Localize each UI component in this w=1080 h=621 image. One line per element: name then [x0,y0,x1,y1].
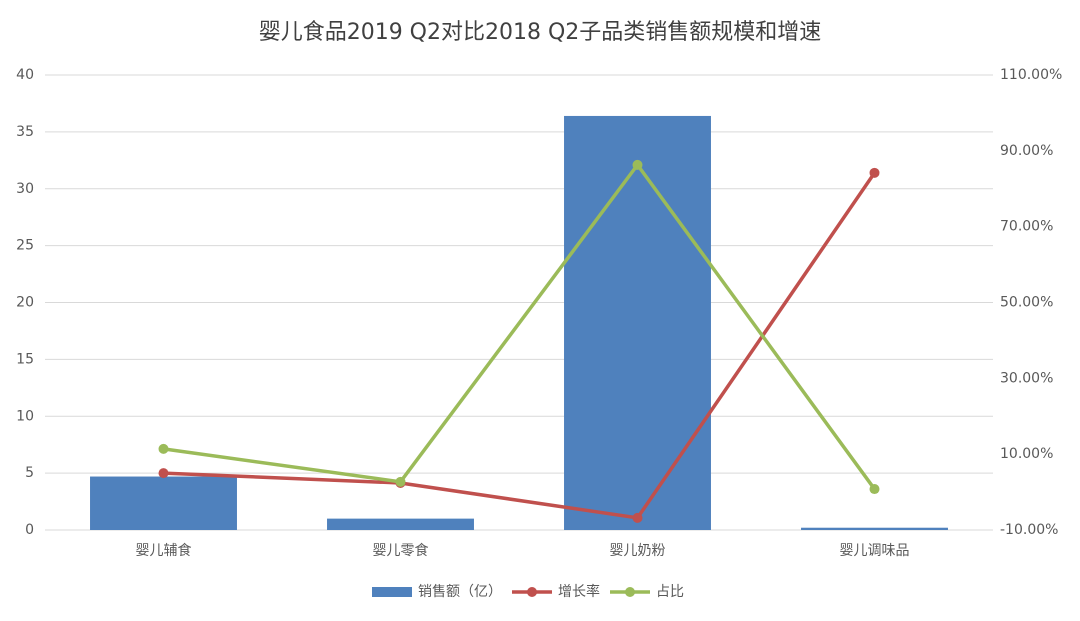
line-marker [869,167,880,178]
x-tick-label: 婴儿零食 [373,542,429,559]
line [163,163,876,491]
y-tick-label: 30 [16,181,34,197]
bar [327,518,474,530]
y-tick-label: 10 [16,408,34,424]
x-tick-label: 婴儿调味品 [840,543,910,559]
x-tick-label: 婴儿奶粉 [610,543,666,559]
y2-tick-label: 90.00% [1000,143,1053,159]
line-marker [158,468,169,479]
y-tick-label: 25 [16,238,34,254]
y2-tick-label: 30.00% [1000,370,1053,386]
x-tick-label: 婴儿辅食 [136,542,192,559]
legend-item: 销售额（亿） [372,584,502,600]
line [163,171,876,520]
line-marker [632,159,643,170]
y2-tick-label: 110.00% [1000,67,1062,83]
line-marker [158,443,169,454]
y2-tick-label: 10.00% [1000,446,1053,462]
legend-swatch [372,587,412,597]
y2-tick-label: -10.00% [1000,522,1058,538]
legend-label: 销售额（亿） [418,584,502,600]
bar [801,527,948,530]
y-tick-label: 5 [25,465,34,481]
line-marker [395,476,406,487]
legend-marker [625,587,635,597]
legend-item: 占比 [610,584,684,600]
bar [90,476,237,530]
y-tick-label: 15 [16,351,34,367]
y-tick-label: 20 [16,295,34,311]
y-tick-label: 40 [16,67,34,83]
y-tick-label: 0 [25,522,34,538]
legend-marker [527,587,537,597]
y-tick-label: 35 [16,124,34,140]
line-marker [632,512,643,523]
y2-tick-label: 70.00% [1000,219,1053,235]
line-marker [869,484,880,495]
chart-title: 婴儿食品2019 Q2对比2018 Q2子品类销售额规模和增速 [259,20,822,45]
legend-item: 增长率 [512,583,600,600]
bar [564,115,711,530]
y2-tick-label: 50.00% [1000,295,1053,311]
legend-label: 占比 [656,584,684,600]
legend-label: 增长率 [558,583,600,600]
